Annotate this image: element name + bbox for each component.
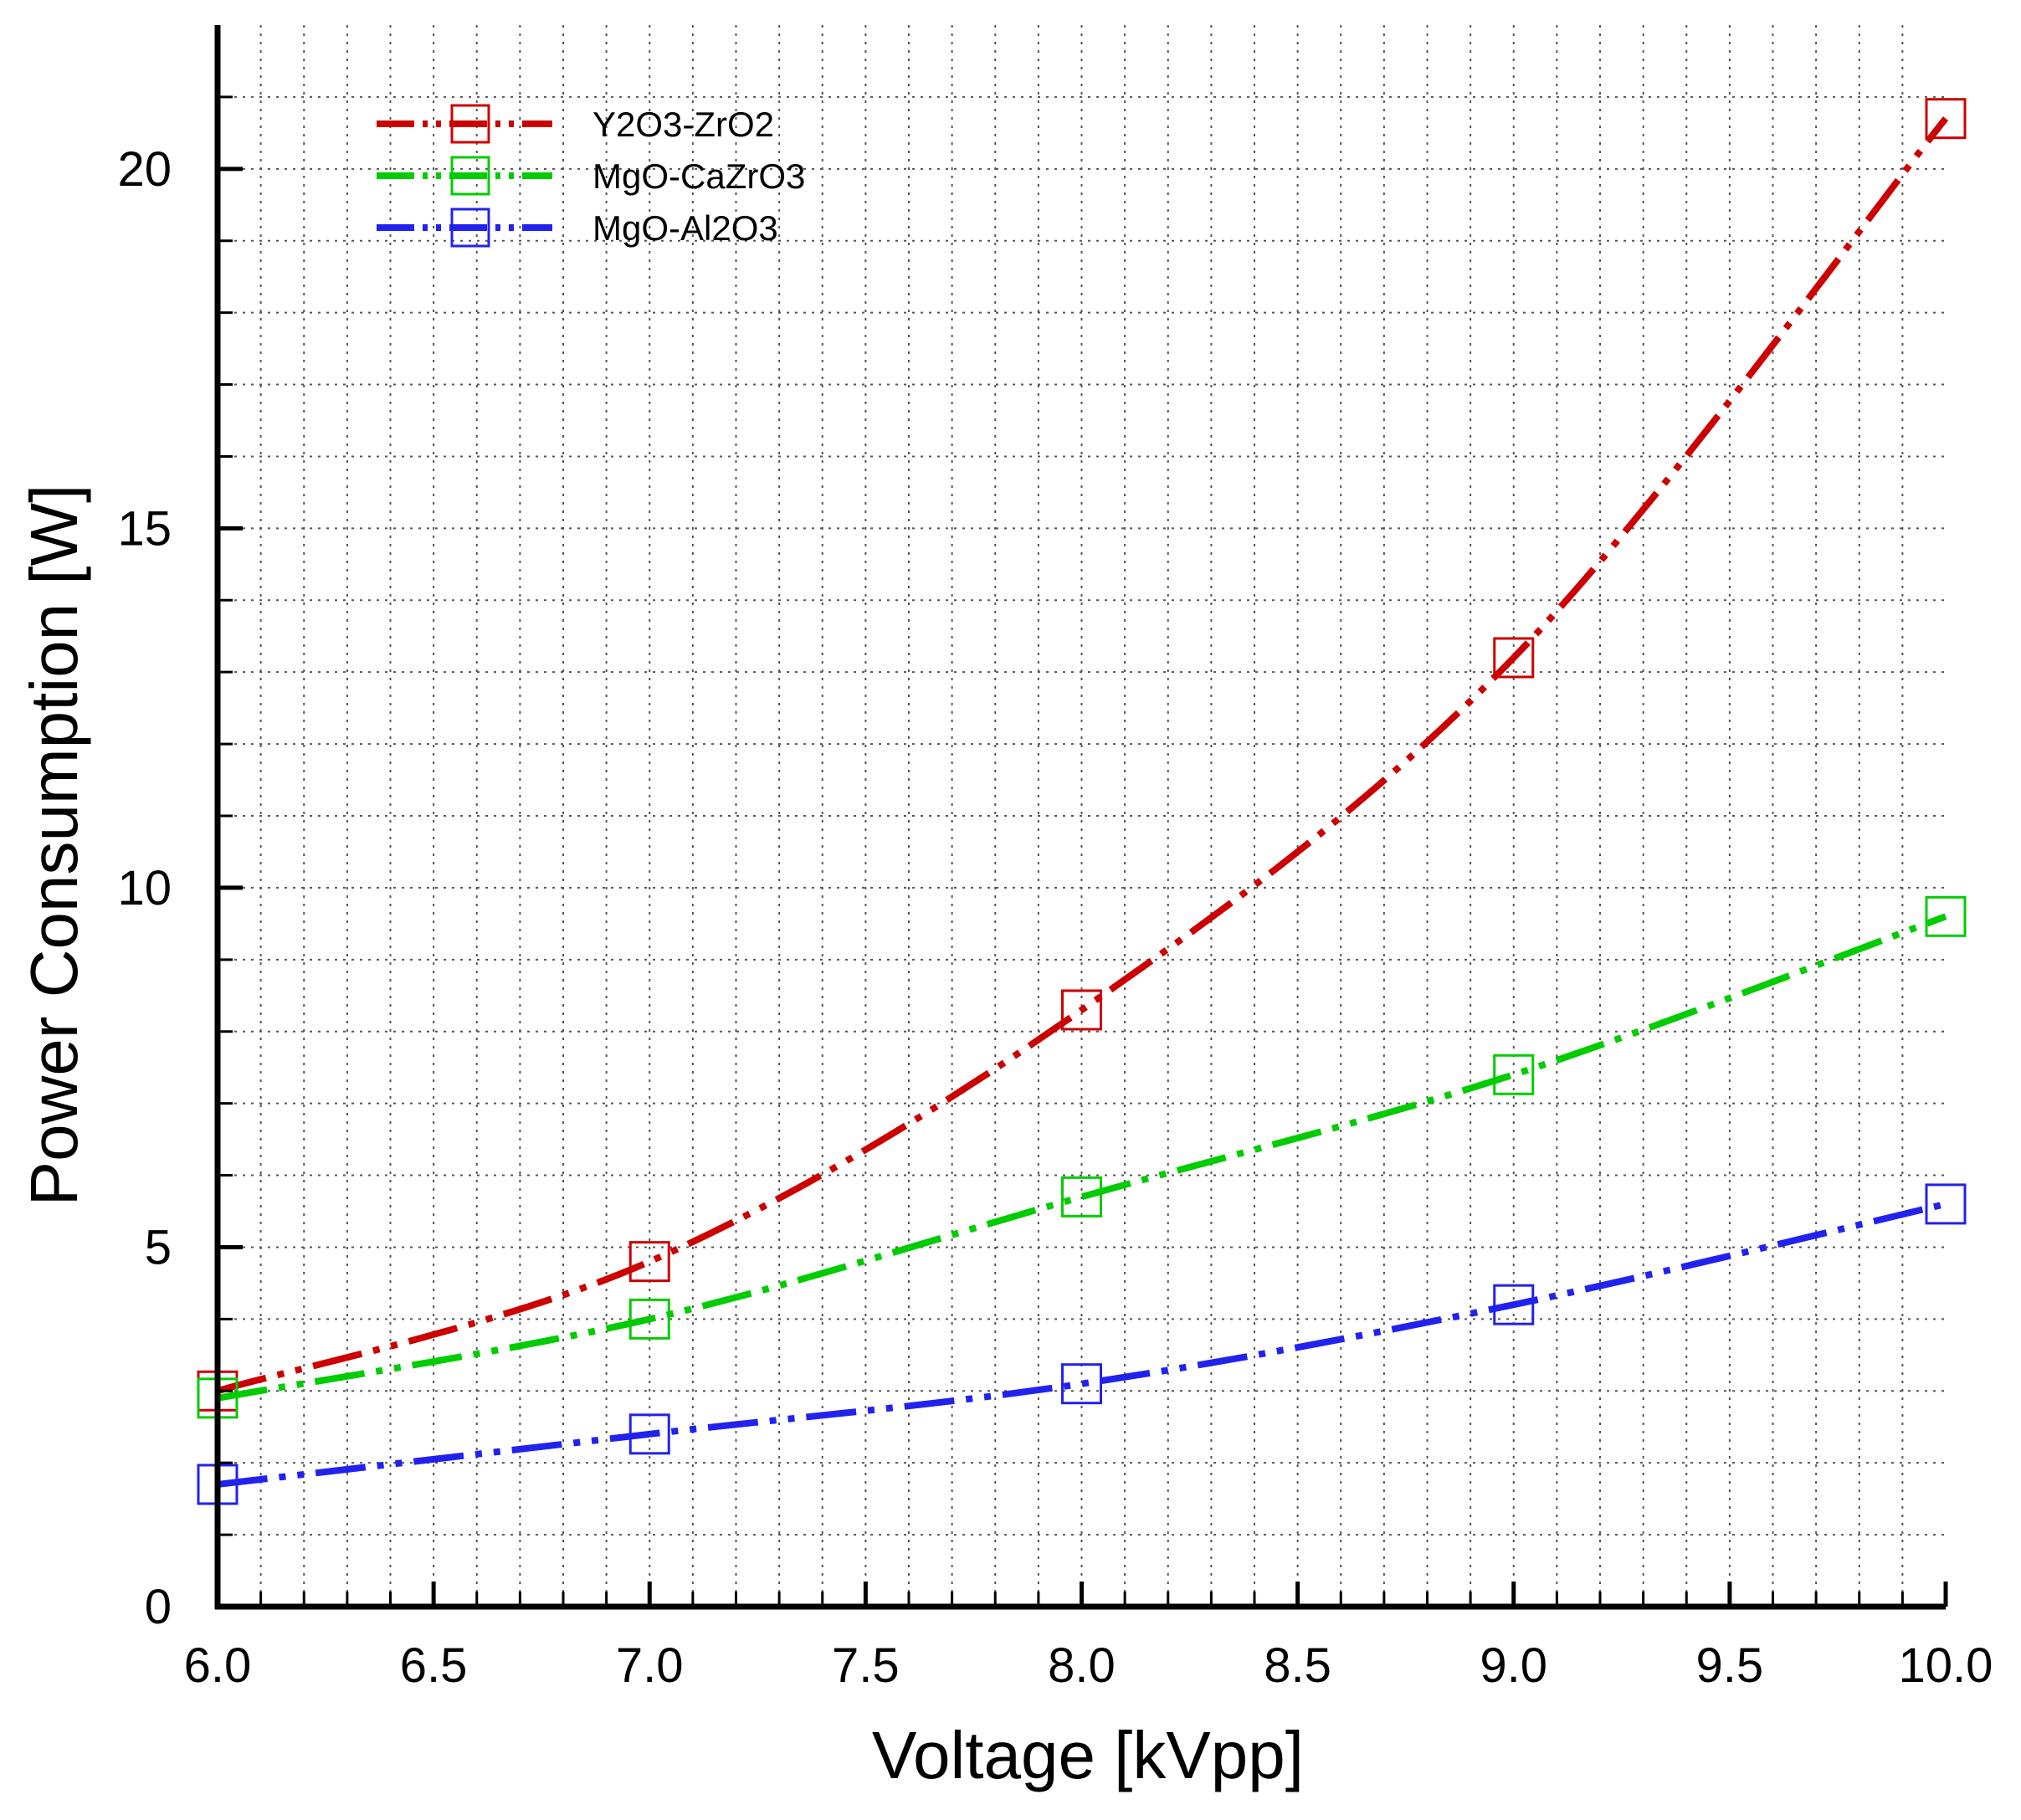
x-tick-label: 9.0: [1480, 1638, 1547, 1693]
data-point-marker: [628, 1241, 670, 1283]
data-point-marker: [1925, 1183, 1967, 1225]
data-point-marker: [1493, 637, 1535, 679]
data-point-marker: [1061, 989, 1102, 1031]
legend: Y2O3-ZrO2 MgO-CaZrO3 MgO-Al2O3: [377, 104, 805, 248]
grid: [218, 25, 1946, 1607]
legend-swatch-marker: [450, 104, 490, 144]
y-tick-label: 10: [117, 861, 172, 915]
legend-item: MgO-Al2O3: [377, 208, 778, 248]
y-tick-label: 5: [145, 1220, 172, 1274]
x-tick-label: 8.0: [1048, 1638, 1116, 1693]
y-tick-label: 0: [145, 1580, 172, 1634]
legend-label: MgO-CaZrO3: [592, 156, 805, 196]
data-point-marker: [1061, 1363, 1102, 1405]
x-tick-label: 10.0: [1899, 1638, 1993, 1693]
x-tick-label: 7.0: [616, 1638, 684, 1693]
data-point-marker: [1061, 1176, 1102, 1218]
series-line: [217, 1201, 1947, 1488]
y-axis-title: Power Consumption [W]: [17, 484, 91, 1207]
data-point-marker: [1925, 98, 1967, 140]
data-point-marker: [628, 1298, 670, 1340]
x-tick-label: 9.5: [1696, 1638, 1764, 1693]
x-tick-label: 6.5: [400, 1638, 468, 1693]
legend-item: Y2O3-ZrO2: [377, 104, 774, 144]
legend-swatch-marker: [450, 156, 490, 196]
axes: [214, 25, 1948, 1610]
x-tick-label: 7.5: [832, 1638, 900, 1693]
x-tick-label: 8.5: [1264, 1638, 1331, 1693]
x-tick-label: 6.0: [184, 1638, 252, 1693]
series-line: [216, 116, 1949, 1395]
series-Y2O3-ZrO2: [197, 98, 1967, 1412]
data-point-marker: [1493, 1054, 1535, 1095]
legend-label: Y2O3-ZrO2: [592, 105, 774, 144]
data-point-marker: [628, 1413, 670, 1455]
tick-labels: 6.0 6.5 7.0 7.5 8.0 8.5 9.0 9.5 10.0 0 5 10 15 20: [117, 142, 1993, 1693]
y-tick-label: 15: [117, 501, 172, 556]
series-MgO-Al2O3: [197, 1183, 1967, 1505]
legend-item: MgO-CaZrO3: [377, 156, 805, 196]
y-tick-label: 20: [117, 142, 172, 197]
legend-swatch-marker: [450, 208, 490, 248]
data-point-marker: [1493, 1284, 1535, 1325]
series-line: [217, 913, 1947, 1402]
x-axis-title: Voltage [kVpp]: [872, 1718, 1304, 1792]
data-point-marker: [1925, 895, 1967, 937]
legend-label: MgO-Al2O3: [592, 208, 778, 248]
